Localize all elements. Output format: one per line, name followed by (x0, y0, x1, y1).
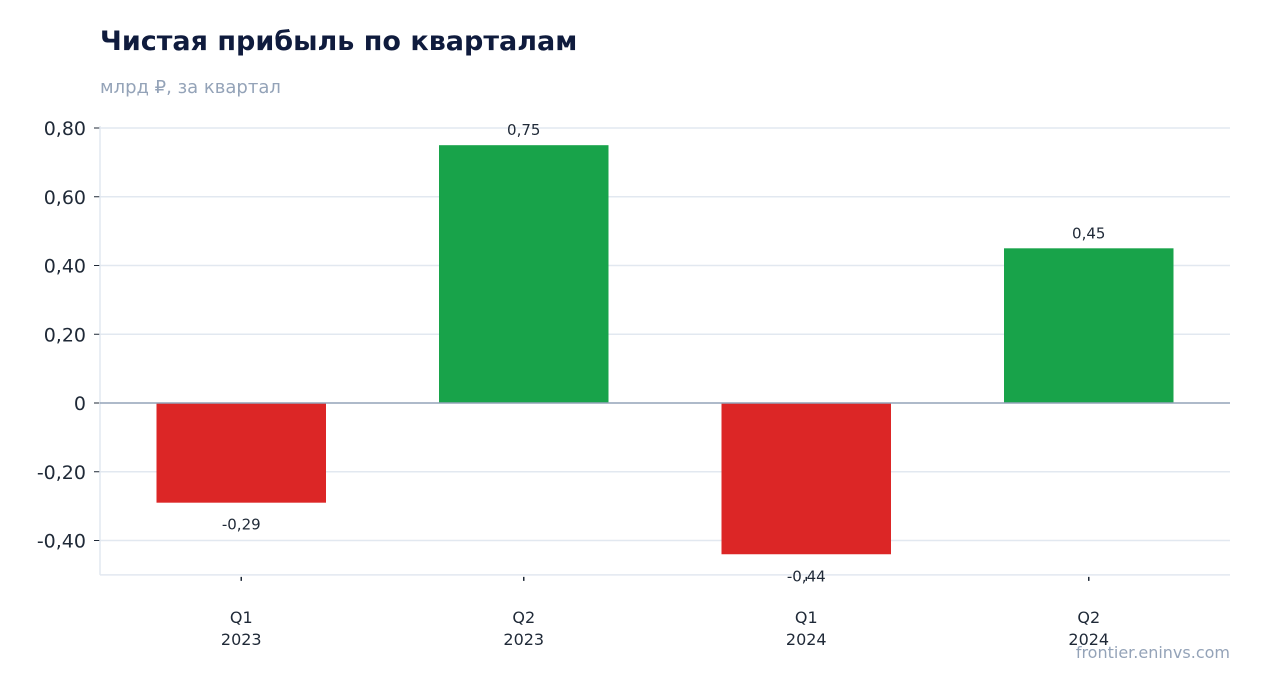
data-label: -0,44 (787, 567, 826, 585)
bar (1004, 248, 1174, 403)
x-tick-label-quarter: Q2 (1077, 608, 1100, 627)
data-label: 0,45 (1072, 224, 1105, 242)
y-tick-label: 0,80 (44, 118, 86, 140)
y-tick-label: -0,20 (37, 462, 86, 484)
source-watermark: frontier.eninvs.com (1075, 643, 1230, 662)
x-tick-label-year: 2023 (503, 630, 544, 649)
x-tick-label-year: 2023 (221, 630, 262, 649)
y-tick-label: 0,60 (44, 187, 86, 209)
chart-title: Чистая прибыль по кварталам (100, 26, 578, 57)
x-tick-label-year: 2024 (1068, 630, 1109, 649)
x-tick-label-quarter: Q2 (512, 608, 535, 627)
bar (439, 145, 609, 403)
bar (721, 403, 891, 555)
data-label: 0,75 (507, 121, 540, 139)
y-tick-label: -0,40 (37, 531, 86, 553)
bar (156, 403, 326, 503)
x-tick-label-quarter: Q1 (795, 608, 818, 627)
chart-subtitle: млрд ₽, за квартал (100, 77, 281, 98)
x-tick-label-quarter: Q1 (230, 608, 253, 627)
data-label: -0,29 (222, 516, 261, 534)
y-tick-label: 0,20 (44, 324, 86, 346)
y-tick-label: 0,40 (44, 256, 86, 278)
y-tick-label: 0 (74, 393, 86, 415)
x-tick-label-year: 2024 (786, 630, 827, 649)
